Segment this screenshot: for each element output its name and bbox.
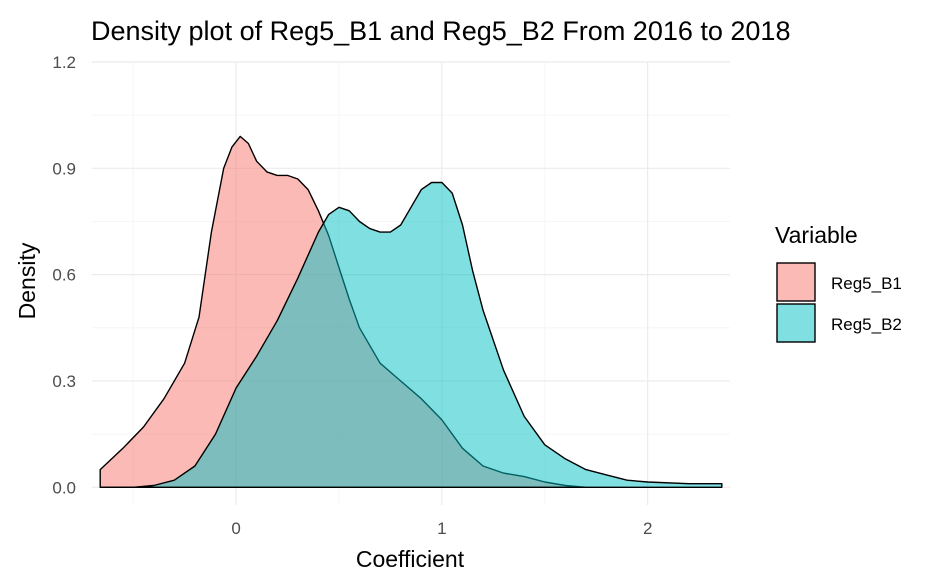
density-series: [99, 135, 723, 488]
legend-label: Reg5_B2: [831, 315, 902, 334]
y-axis-ticks: 0.0 0.3 0.6 0.9 1.2: [52, 53, 76, 497]
legend-label: Reg5_B1: [831, 274, 902, 293]
y-tick-label: 0.6: [52, 266, 76, 285]
x-tick-label: 1: [437, 519, 446, 538]
legend-items: Reg5_B1 Reg5_B2: [776, 262, 902, 343]
legend: Variable Reg5_B1 Reg5_B2: [775, 222, 902, 343]
legend-swatch: [776, 262, 816, 302]
legend-swatch: [776, 303, 816, 343]
x-tick-label: 0: [231, 519, 240, 538]
x-axis-ticks: 0 1 2: [231, 519, 652, 538]
y-axis-title: Density: [14, 242, 40, 319]
x-axis-title: Coefficient: [356, 546, 465, 572]
y-tick-label: 0.0: [52, 478, 76, 497]
legend-item: Reg5_B2: [776, 303, 902, 343]
density-area-reg5-b2: [99, 181, 723, 488]
chart-title: Density plot of Reg5_B1 and Reg5_B2 From…: [91, 16, 790, 46]
legend-title: Variable: [775, 222, 858, 248]
x-tick-label: 2: [643, 519, 652, 538]
y-tick-label: 1.2: [52, 53, 76, 72]
y-tick-label: 0.3: [52, 372, 76, 391]
legend-item: Reg5_B1: [776, 262, 902, 302]
y-tick-label: 0.9: [52, 159, 76, 178]
